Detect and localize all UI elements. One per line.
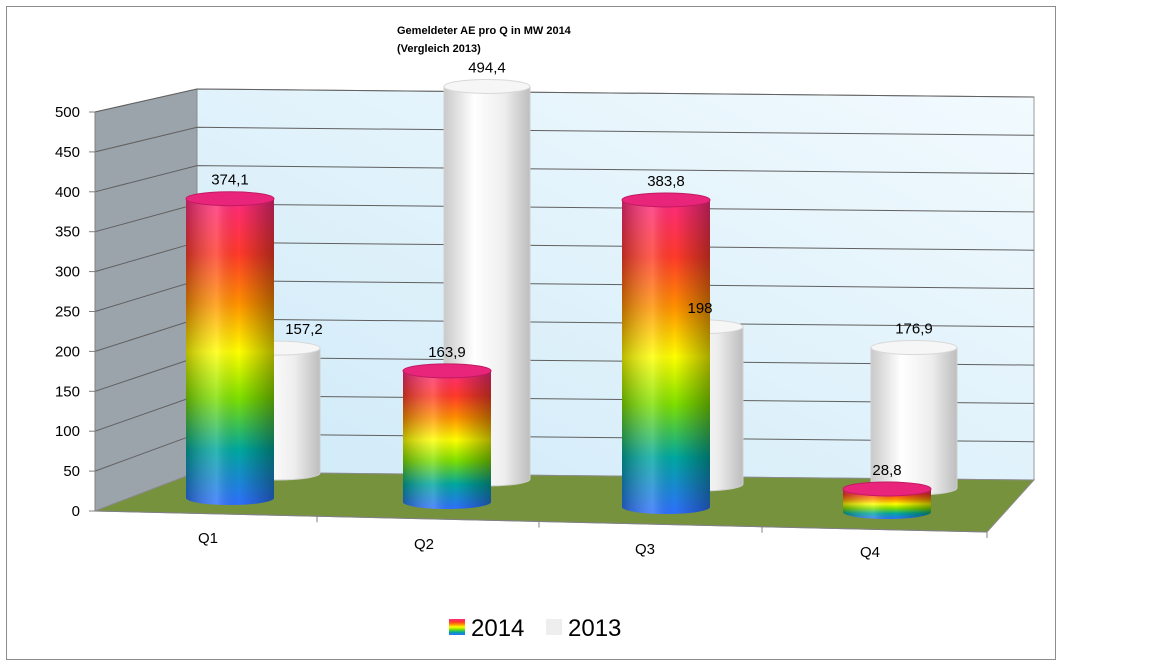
y-tick-label: 450: [55, 144, 80, 161]
y-tick-label: 200: [55, 343, 80, 360]
chart-title: Gemeldeter AE pro Q in MW 2014: [397, 25, 572, 37]
bar-top: [185, 191, 275, 207]
bar-shading: [622, 199, 710, 514]
bar-shading: [403, 370, 491, 509]
data-label-2013: 494,4: [468, 59, 506, 76]
gridline: [94, 165, 1035, 193]
bar-shading: [843, 488, 931, 519]
bars: [185, 78, 958, 519]
legend-swatch-2014: [449, 619, 465, 635]
chart-subtitle: (Vergleich 2013): [397, 43, 481, 55]
y-tick-label: 250: [55, 304, 80, 321]
gridline: [94, 126, 1035, 153]
y-tick-label: 500: [55, 104, 80, 121]
x-tick-label: Q3: [635, 541, 655, 558]
x-tick-label: Q1: [198, 530, 218, 547]
data-label-2013: 198: [687, 300, 712, 317]
bar-2014-Q4: [842, 481, 932, 519]
bar-2014-Q3: [621, 192, 711, 514]
data-label-2014: 163,9: [428, 344, 466, 361]
y-tick-label: 50: [63, 463, 80, 480]
legend-swatch-2013: [546, 619, 562, 635]
bar-top: [842, 481, 932, 497]
x-tick-label: Q2: [414, 536, 434, 553]
data-labels: 157,2 494,4 198 176,9 374,1 163,9 383,8 28,8: [211, 59, 933, 479]
bar-shading: [186, 198, 274, 505]
x-tick-label: Q4: [860, 544, 880, 561]
data-label-2014: 374,1: [211, 172, 249, 189]
y-tick-label: 150: [55, 383, 80, 400]
y-tick-label: 300: [55, 264, 80, 281]
legend-label-2014: 2014: [471, 615, 524, 642]
y-tick-label: 350: [55, 224, 80, 241]
legend: 2014 2013: [449, 615, 621, 642]
side-wall: [94, 88, 198, 512]
bar-top: [402, 363, 492, 379]
y-tick-label: 400: [55, 184, 80, 201]
y-tick-label: 100: [55, 423, 80, 440]
bar-top: [621, 192, 711, 208]
data-label-2014: 28,8: [872, 462, 901, 479]
bar-2014-Q2: [402, 363, 492, 509]
y-tick-label: 0: [72, 503, 80, 520]
data-label-2013: 157,2: [285, 321, 323, 338]
data-label-2013: 176,9: [895, 321, 933, 338]
x-axis-line: [94, 510, 988, 533]
gridline: [94, 88, 1035, 113]
bar-top: [870, 340, 958, 356]
bar-2014-Q1: [185, 191, 275, 505]
data-label-2014: 383,8: [647, 173, 685, 190]
y-axis: 0 50 100 150 200 250 300 350 400 450 500 Q1 Q2 Q3 Q4: [55, 104, 988, 561]
legend-label-2013: 2013: [568, 615, 621, 642]
bar-top: [443, 78, 531, 94]
